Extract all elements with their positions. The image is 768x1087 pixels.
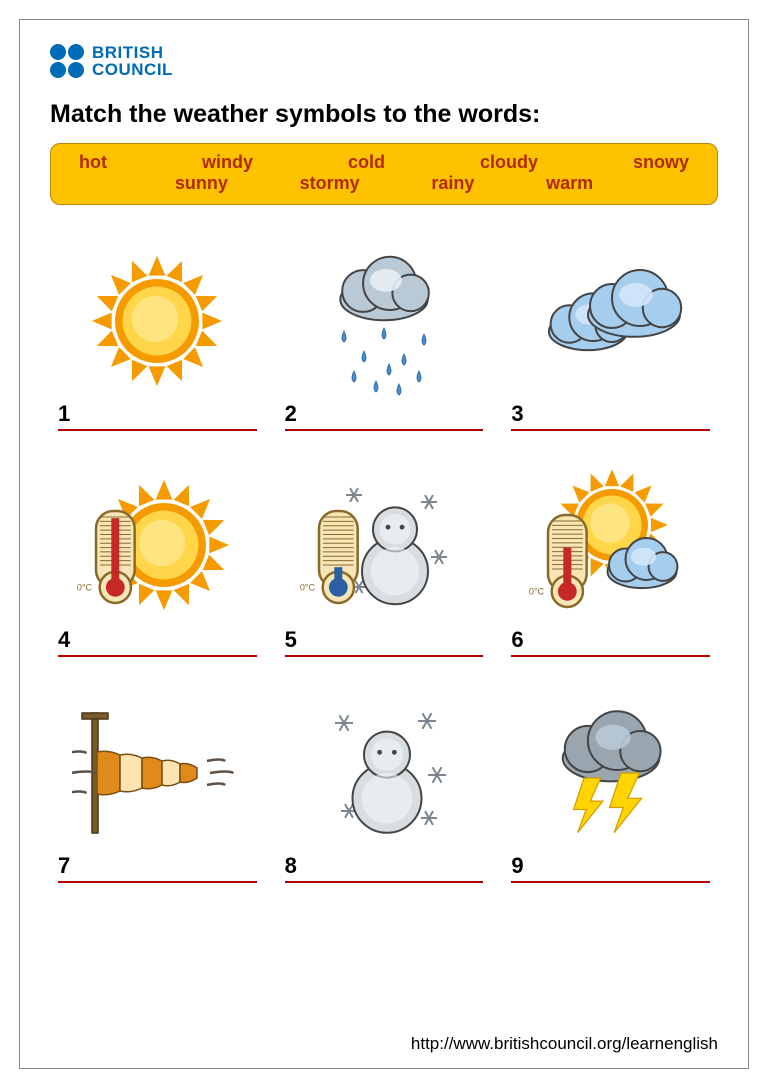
wordbank-word: sunny	[175, 173, 228, 194]
cell-number: 4	[58, 627, 70, 653]
answer-line[interactable]: 2	[285, 401, 484, 431]
wordbank-word: cloudy	[480, 152, 538, 173]
weather-cell: 1	[58, 241, 257, 431]
dot-icon	[68, 44, 84, 60]
windy-icon	[58, 693, 257, 853]
brand-text: BRITISH COUNCIL	[92, 44, 173, 78]
cloudy-icon	[511, 241, 710, 401]
brand-line1: BRITISH	[92, 44, 173, 61]
weather-grid: 1 2 3 0°C 4	[50, 241, 718, 883]
stormy-icon	[511, 693, 710, 853]
snowy-icon	[285, 693, 484, 853]
worksheet-page: BRITISH COUNCIL Match the weather symbol…	[19, 19, 749, 1069]
wordbank-word: warm	[546, 173, 593, 194]
answer-line[interactable]: 3	[511, 401, 710, 431]
wordbank-word: stormy	[300, 173, 360, 194]
cell-number: 9	[511, 853, 523, 879]
wordbank-word: snowy	[633, 152, 689, 173]
brand-dots-icon	[50, 44, 84, 78]
brand-logo: BRITISH COUNCIL	[50, 44, 718, 78]
cell-number: 3	[511, 401, 523, 427]
svg-text:0°C: 0°C	[77, 582, 93, 592]
answer-line[interactable]: 9	[511, 853, 710, 883]
cell-number: 2	[285, 401, 297, 427]
wordbank-word: hot	[79, 152, 107, 173]
cell-number: 5	[285, 627, 297, 653]
wordbank-word: rainy	[431, 173, 474, 194]
weather-cell: 0°C 6	[511, 467, 710, 657]
footer-url: http://www.britishcouncil.org/learnengli…	[411, 1034, 718, 1054]
sunny-icon	[58, 241, 257, 401]
instruction-heading: Match the weather symbols to the words:	[50, 100, 718, 129]
weather-cell: 9	[511, 693, 710, 883]
rainy-icon	[285, 241, 484, 401]
wordbank: hot windy cold cloudy snowy sunny stormy rainy w…	[50, 143, 718, 205]
cell-number: 1	[58, 401, 70, 427]
hot-icon: 0°C	[58, 467, 257, 627]
weather-cell: 3	[511, 241, 710, 431]
weather-cell: 0°C 5	[285, 467, 484, 657]
wordbank-word: cold	[348, 152, 385, 173]
answer-line[interactable]: 4	[58, 627, 257, 657]
svg-text:0°C: 0°C	[529, 586, 545, 596]
answer-line[interactable]: 6	[511, 627, 710, 657]
weather-cell: 7	[58, 693, 257, 883]
weather-cell: 0°C 4	[58, 467, 257, 657]
weather-cell: 2	[285, 241, 484, 431]
dot-icon	[50, 44, 66, 60]
cell-number: 7	[58, 853, 70, 879]
wordbank-word: windy	[202, 152, 253, 173]
dot-icon	[68, 62, 84, 78]
svg-text:0°C: 0°C	[300, 582, 316, 592]
answer-line[interactable]: 8	[285, 853, 484, 883]
answer-line[interactable]: 7	[58, 853, 257, 883]
cell-number: 6	[511, 627, 523, 653]
answer-line[interactable]: 1	[58, 401, 257, 431]
cell-number: 8	[285, 853, 297, 879]
answer-line[interactable]: 5	[285, 627, 484, 657]
cold-icon: 0°C	[285, 467, 484, 627]
warm-icon: 0°C	[511, 467, 710, 627]
weather-cell: 8	[285, 693, 484, 883]
dot-icon	[50, 62, 66, 78]
brand-line2: COUNCIL	[92, 61, 173, 78]
